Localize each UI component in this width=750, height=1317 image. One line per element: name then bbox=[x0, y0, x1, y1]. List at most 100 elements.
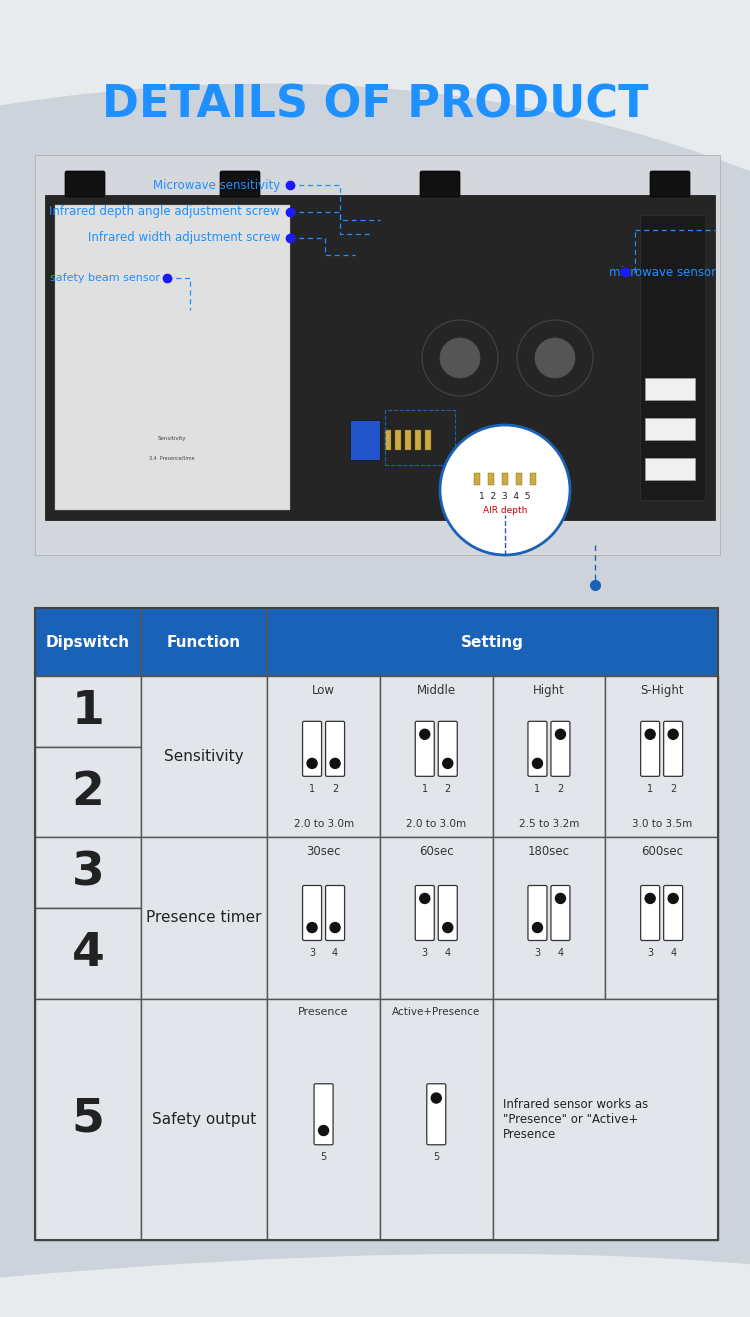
Bar bbox=[385, 410, 455, 465]
Circle shape bbox=[532, 759, 542, 768]
Text: 180sec: 180sec bbox=[528, 846, 570, 859]
Bar bbox=[640, 215, 705, 500]
Bar bbox=[35, 155, 720, 554]
Bar bbox=[35, 998, 141, 1241]
Bar bbox=[474, 473, 480, 485]
Bar bbox=[141, 676, 267, 838]
Text: 5: 5 bbox=[71, 1097, 104, 1142]
Circle shape bbox=[420, 893, 430, 903]
Text: S-Hight: S-Hight bbox=[640, 685, 683, 697]
Text: 2: 2 bbox=[332, 784, 338, 794]
Circle shape bbox=[431, 1093, 441, 1104]
FancyBboxPatch shape bbox=[640, 722, 660, 776]
FancyBboxPatch shape bbox=[528, 885, 547, 940]
Text: DETAILS OF PRODUCT: DETAILS OF PRODUCT bbox=[102, 83, 648, 126]
Text: Infrared depth angle adjustment screw: Infrared depth angle adjustment screw bbox=[50, 205, 280, 219]
Text: 1: 1 bbox=[71, 689, 104, 734]
Bar bbox=[141, 608, 267, 676]
FancyBboxPatch shape bbox=[220, 171, 260, 198]
FancyBboxPatch shape bbox=[551, 722, 570, 776]
Text: 1  2  3  4  5: 1 2 3 4 5 bbox=[479, 493, 531, 500]
Bar bbox=[267, 608, 718, 676]
Text: 2.0 to 3.0m: 2.0 to 3.0m bbox=[406, 819, 466, 830]
Circle shape bbox=[645, 730, 656, 739]
Text: 2.0 to 3.0m: 2.0 to 3.0m bbox=[293, 819, 354, 830]
Bar bbox=[415, 429, 421, 450]
Circle shape bbox=[645, 893, 656, 903]
Text: 2: 2 bbox=[71, 770, 104, 815]
Circle shape bbox=[307, 759, 317, 768]
Text: 4: 4 bbox=[445, 948, 451, 957]
Text: Low: Low bbox=[312, 685, 335, 697]
Text: 2: 2 bbox=[557, 784, 563, 794]
Bar bbox=[35, 838, 141, 909]
FancyBboxPatch shape bbox=[650, 171, 690, 198]
Text: 3: 3 bbox=[535, 948, 541, 957]
Text: 1: 1 bbox=[535, 784, 541, 794]
Text: Setting: Setting bbox=[461, 635, 524, 649]
FancyBboxPatch shape bbox=[326, 722, 344, 776]
Text: 4: 4 bbox=[670, 948, 676, 957]
Bar bbox=[405, 429, 411, 450]
Bar bbox=[385, 429, 391, 450]
Circle shape bbox=[307, 922, 317, 932]
Circle shape bbox=[442, 922, 453, 932]
PathPatch shape bbox=[0, 0, 750, 171]
Circle shape bbox=[668, 730, 678, 739]
FancyBboxPatch shape bbox=[326, 885, 344, 940]
Text: 1: 1 bbox=[422, 784, 428, 794]
Circle shape bbox=[442, 759, 453, 768]
Bar bbox=[35, 747, 141, 838]
Bar bbox=[395, 429, 401, 450]
Circle shape bbox=[556, 730, 566, 739]
Text: 1: 1 bbox=[309, 784, 315, 794]
Text: 2: 2 bbox=[445, 784, 451, 794]
Circle shape bbox=[535, 338, 575, 378]
Bar bbox=[605, 838, 718, 998]
Text: 3: 3 bbox=[71, 851, 104, 896]
Circle shape bbox=[330, 922, 340, 932]
Bar bbox=[267, 998, 380, 1241]
Bar bbox=[267, 838, 380, 998]
Circle shape bbox=[532, 922, 542, 932]
FancyBboxPatch shape bbox=[416, 885, 434, 940]
Text: Infrared sensor works as
"Presence" or "Active+
Presence: Infrared sensor works as "Presence" or "… bbox=[503, 1098, 648, 1141]
Bar bbox=[425, 429, 431, 450]
Bar bbox=[530, 473, 536, 485]
Bar bbox=[502, 473, 508, 485]
Text: 5: 5 bbox=[433, 1152, 439, 1163]
Bar bbox=[45, 195, 715, 520]
Text: Middle: Middle bbox=[417, 685, 456, 697]
FancyBboxPatch shape bbox=[302, 722, 322, 776]
Text: Hight: Hight bbox=[533, 685, 565, 697]
Text: Sensitivity: Sensitivity bbox=[158, 436, 186, 441]
Bar bbox=[35, 608, 718, 1241]
Circle shape bbox=[330, 759, 340, 768]
Circle shape bbox=[440, 425, 570, 554]
Text: Dipswitch: Dipswitch bbox=[46, 635, 130, 649]
Text: 3: 3 bbox=[309, 948, 315, 957]
FancyBboxPatch shape bbox=[551, 885, 570, 940]
Bar bbox=[380, 676, 493, 838]
FancyBboxPatch shape bbox=[65, 171, 105, 198]
Text: AIR depth: AIR depth bbox=[483, 506, 527, 515]
Text: 2.5 to 3.2m: 2.5 to 3.2m bbox=[519, 819, 579, 830]
Circle shape bbox=[556, 893, 566, 903]
Bar bbox=[141, 998, 267, 1241]
FancyBboxPatch shape bbox=[302, 885, 322, 940]
Bar bbox=[516, 473, 522, 485]
Text: 600sec: 600sec bbox=[640, 846, 682, 859]
Bar bbox=[267, 676, 380, 838]
Circle shape bbox=[668, 893, 678, 903]
Bar bbox=[645, 458, 695, 479]
Text: 3: 3 bbox=[422, 948, 428, 957]
Bar bbox=[35, 608, 141, 676]
Bar bbox=[493, 998, 718, 1241]
FancyBboxPatch shape bbox=[314, 1084, 333, 1144]
Text: Infrared width adjustment screw: Infrared width adjustment screw bbox=[88, 232, 280, 245]
Text: safety beam sensor: safety beam sensor bbox=[50, 273, 160, 283]
Bar bbox=[488, 473, 494, 485]
Text: Function: Function bbox=[167, 635, 241, 649]
Bar bbox=[380, 838, 493, 998]
Text: Presence: Presence bbox=[298, 1006, 349, 1017]
